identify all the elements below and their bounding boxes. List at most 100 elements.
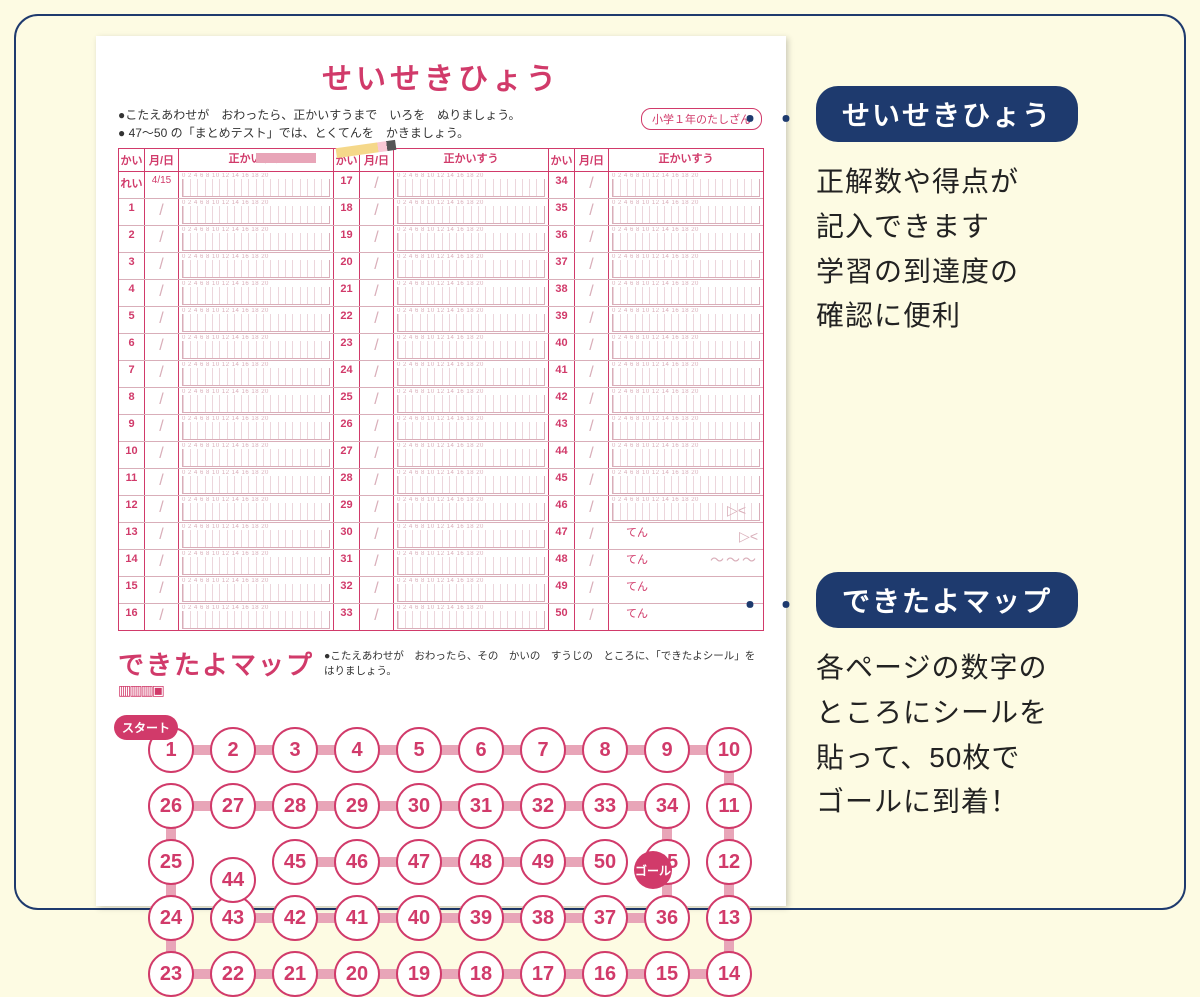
cell-score: 0 2 4 6 8 10 12 14 16 18 20 (394, 469, 548, 495)
table-row: 12/0 2 4 6 8 10 12 14 16 18 2029/0 2 4 6… (119, 496, 763, 523)
cell-date: / (145, 199, 179, 225)
cell-date: / (575, 361, 609, 387)
cell-date: / (575, 523, 609, 549)
map-node: 40 (396, 895, 442, 941)
map-node: 10 (706, 727, 752, 773)
cell-score: 0 2 4 6 8 10 12 14 16 18 20 (609, 307, 763, 333)
annotation-badge-bottom: できたよマップ (816, 572, 1078, 628)
cell-score: 0 2 4 6 8 10 12 14 16 18 20 (179, 442, 333, 468)
cell-kai: 2 (119, 226, 145, 252)
cell-kai: 10 (119, 442, 145, 468)
cell-kai: 47 (549, 523, 575, 549)
map-node: 16 (582, 951, 628, 997)
table-row: 3/0 2 4 6 8 10 12 14 16 18 2020/0 2 4 6 … (119, 253, 763, 280)
cell-date: / (575, 469, 609, 495)
map-node: 20 (334, 951, 380, 997)
cell-date: / (145, 577, 179, 603)
cell-date: / (360, 469, 394, 495)
cell-kai: 46 (549, 496, 575, 522)
cell-date: / (360, 199, 394, 225)
example-fill-bar (256, 153, 316, 163)
cell-kai: 36 (549, 226, 575, 252)
cell-score: 0 2 4 6 8 10 12 14 16 18 20 (179, 496, 333, 522)
cell-kai: 9 (119, 415, 145, 441)
cell-date: / (360, 550, 394, 576)
map-node: 45 (272, 839, 318, 885)
cell-date: / (145, 388, 179, 414)
cell-date: / (360, 442, 394, 468)
cell-kai: 23 (334, 334, 360, 360)
cell-kai: 38 (549, 280, 575, 306)
cell-kai: 33 (334, 604, 360, 630)
cell-date: 4/15 (145, 172, 179, 198)
cell-date: / (575, 280, 609, 306)
cell-score: 0 2 4 6 8 10 12 14 16 18 20 (609, 226, 763, 252)
cell-kai: 1 (119, 199, 145, 225)
cell-score: 0 2 4 6 8 10 12 14 16 18 20 (394, 577, 548, 603)
cell-date: / (145, 604, 179, 630)
cell-kai: 30 (334, 523, 360, 549)
cell-kai: 14 (119, 550, 145, 576)
map-node: 3 (272, 727, 318, 773)
map-node: 49 (520, 839, 566, 885)
goal-badge: ゴール (634, 851, 672, 889)
table-row: 9/0 2 4 6 8 10 12 14 16 18 2026/0 2 4 6 … (119, 415, 763, 442)
cell-score: 0 2 4 6 8 10 12 14 16 18 20 (609, 442, 763, 468)
cell-kai: 37 (549, 253, 575, 279)
map-node: 29 (334, 783, 380, 829)
cell-date: / (145, 361, 179, 387)
cell-date: / (145, 442, 179, 468)
map-node: 8 (582, 727, 628, 773)
cell-kai: れい (119, 172, 145, 198)
cell-date: / (575, 253, 609, 279)
cell-kai: 28 (334, 469, 360, 495)
cell-score: 0 2 4 6 8 10 12 14 16 18 20 (394, 523, 548, 549)
annotation-top: せいせきひょう 正解数や得点が記入できます学習の到達度の確認に便利 (816, 86, 1186, 339)
map-node: 38 (520, 895, 566, 941)
map-node: 17 (520, 951, 566, 997)
cell-kai: 7 (119, 361, 145, 387)
cell-kai: 32 (334, 577, 360, 603)
cell-date: / (145, 253, 179, 279)
map-node: 46 (334, 839, 380, 885)
cell-date: / (145, 550, 179, 576)
map-node: 44 (210, 857, 256, 903)
map-node: 14 (706, 951, 752, 997)
table-row: 5/0 2 4 6 8 10 12 14 16 18 2022/0 2 4 6 … (119, 307, 763, 334)
cell-date: / (145, 496, 179, 522)
cell-score: 0 2 4 6 8 10 12 14 16 18 20 (394, 172, 548, 198)
map-node: 21 (272, 951, 318, 997)
map-node: 24 (148, 895, 194, 941)
map-node: 2 (210, 727, 256, 773)
cell-date: / (360, 307, 394, 333)
cell-kai: 22 (334, 307, 360, 333)
cell-date: / (575, 307, 609, 333)
cell-date: / (145, 415, 179, 441)
cell-score: 0 2 4 6 8 10 12 14 16 18 20 (179, 577, 333, 603)
cell-date: / (360, 253, 394, 279)
cell-date: / (575, 550, 609, 576)
map-node: 13 (706, 895, 752, 941)
cell-score: 0 2 4 6 8 10 12 14 16 18 20 (609, 334, 763, 360)
cell-kai: 16 (119, 604, 145, 630)
cell-score: 0 2 4 6 8 10 12 14 16 18 20 (394, 361, 548, 387)
cell-date: / (360, 334, 394, 360)
map-node: 47 (396, 839, 442, 885)
table-row: 14/0 2 4 6 8 10 12 14 16 18 2031/0 2 4 6… (119, 550, 763, 577)
map-node: 31 (458, 783, 504, 829)
table-row: 8/0 2 4 6 8 10 12 14 16 18 2025/0 2 4 6 … (119, 388, 763, 415)
map-node: 18 (458, 951, 504, 997)
annotation-text-top: 正解数や得点が記入できます学習の到達度の確認に便利 (816, 160, 1186, 339)
cell-kai: 13 (119, 523, 145, 549)
table-row: 13/0 2 4 6 8 10 12 14 16 18 2030/0 2 4 6… (119, 523, 763, 550)
map-header: できたよマップ ▥▥▥▣ ●こたえあわせが おわったら、その かいの すうじの … (118, 645, 764, 699)
train-icon: ▥▥▥▣ (118, 682, 314, 699)
cell-score: 0 2 4 6 8 10 12 14 16 18 20 (179, 415, 333, 441)
cell-score: 0 2 4 6 8 10 12 14 16 18 20 (394, 442, 548, 468)
map-node: 4 (334, 727, 380, 773)
cell-kai: 29 (334, 496, 360, 522)
fish-icon: ▷< (727, 502, 746, 519)
cell-score: 0 2 4 6 8 10 12 14 16 18 20 (394, 388, 548, 414)
cell-score: 0 2 4 6 8 10 12 14 16 18 20 (609, 361, 763, 387)
cell-date: / (360, 577, 394, 603)
